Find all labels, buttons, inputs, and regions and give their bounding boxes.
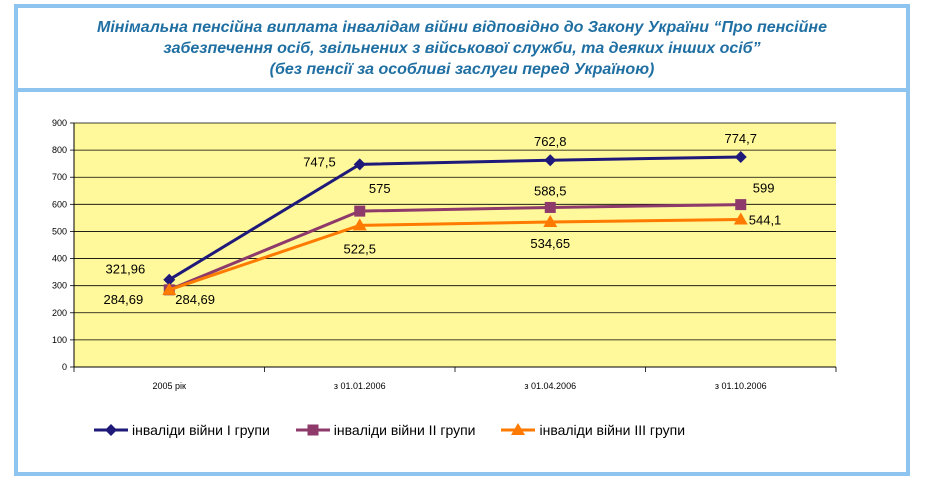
chart-frame: Мінімальна пенсійна виплата інвалідам ві… xyxy=(14,4,910,476)
y-tick-label: 0 xyxy=(62,362,67,372)
legend-item: інваліди війни І групи xyxy=(94,422,270,438)
y-tick-label: 400 xyxy=(52,254,67,264)
line-chart: 0 100 200 300 400 500 600 700 800 900 2005 рік з 01… xyxy=(52,118,837,391)
legend-label: інваліди війни ІІ групи xyxy=(333,422,476,438)
data-point-triangle xyxy=(352,218,367,231)
y-tick-label: 300 xyxy=(52,281,67,291)
legend-swatch xyxy=(501,423,536,435)
data-label: 762,8 xyxy=(534,134,567,149)
series-line xyxy=(168,203,741,292)
y-tick-label: 800 xyxy=(52,145,67,155)
x-tick-label: з 01.10.2006 xyxy=(715,381,767,391)
data-point-triangle xyxy=(162,282,177,295)
chart-legend: інваліди війни І групи інваліди війни ІІ … xyxy=(94,422,685,438)
data-label: 575 xyxy=(369,181,391,196)
legend-marker xyxy=(307,424,319,436)
data-label: 588,5 xyxy=(534,183,567,198)
data-point-square xyxy=(735,199,747,211)
data-label: 774,7 xyxy=(724,131,757,146)
data-point-triangle xyxy=(733,212,748,225)
data-label: 321,96 xyxy=(105,262,145,277)
data-point-square xyxy=(354,205,366,217)
data-point-diamond xyxy=(163,273,176,286)
series-line xyxy=(168,217,741,292)
title-line-3: (без пенсії за особливі заслуги перед Ук… xyxy=(269,60,655,78)
data-point-square xyxy=(544,201,556,213)
x-tick-label: з 01.01.2006 xyxy=(334,381,386,391)
legend-swatch xyxy=(94,424,128,436)
legend-item: інваліди війни ІІІ групи xyxy=(501,422,685,438)
y-tick-label: 100 xyxy=(52,335,67,345)
legend-marker xyxy=(511,423,526,435)
data-label: 284,69 xyxy=(103,292,143,307)
data-label: 522,5 xyxy=(343,241,376,256)
data-label: 747,5 xyxy=(303,154,336,169)
data-point-diamond xyxy=(353,158,366,171)
legend-label: інваліди війни ІІІ групи xyxy=(539,422,686,438)
chart-title: Мінімальна пенсійна виплата інвалідам ві… xyxy=(18,8,906,92)
title-line-2: забезпечення осіб, звільнених з військов… xyxy=(163,39,761,57)
x-tick-label: 2005 рік xyxy=(153,381,187,391)
y-tick-label: 500 xyxy=(52,226,67,236)
y-tick-label: 600 xyxy=(52,199,67,209)
plot-area xyxy=(74,123,836,367)
title-line-1: Мінімальна пенсійна виплата інвалідам ві… xyxy=(97,18,827,36)
legend-marker xyxy=(105,424,117,436)
y-tick-label: 700 xyxy=(52,172,67,182)
data-point-diamond xyxy=(734,150,747,163)
data-label: 534,65 xyxy=(530,236,570,251)
data-point-diamond xyxy=(544,154,557,167)
data-point-triangle xyxy=(543,215,558,228)
legend-label: інваліди війни І групи xyxy=(132,422,270,438)
legend-item: інваліди війни ІІ групи xyxy=(295,422,476,438)
y-tick-label: 200 xyxy=(52,308,67,318)
x-tick-label: з 01.04.2006 xyxy=(524,381,576,391)
data-label: 284,69 xyxy=(175,292,215,307)
data-label: 544,1 xyxy=(749,212,782,227)
data-label: 599 xyxy=(753,181,775,196)
y-tick-label: 900 xyxy=(52,118,67,128)
legend-swatch xyxy=(295,424,330,436)
series-line xyxy=(168,155,741,281)
